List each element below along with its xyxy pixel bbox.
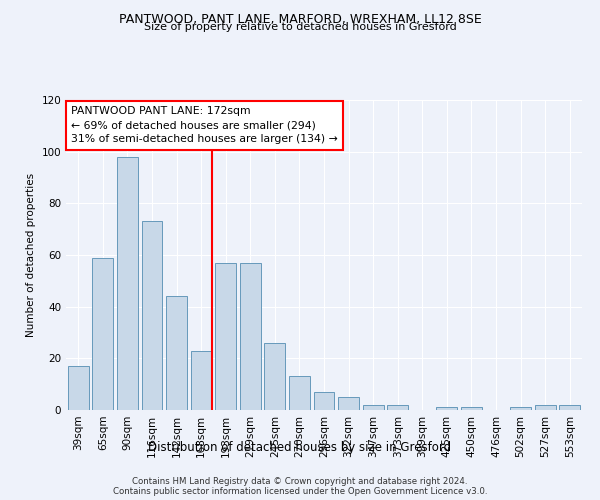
Bar	[265, 343, 286, 410]
Bar	[117, 157, 138, 410]
Bar	[338, 397, 359, 410]
Bar	[142, 222, 163, 410]
Text: PANTWOOD, PANT LANE, MARFORD, WREXHAM, LL12 8SE: PANTWOOD, PANT LANE, MARFORD, WREXHAM, L…	[119, 12, 481, 26]
Bar	[289, 376, 310, 410]
Bar	[362, 405, 383, 410]
Text: Distribution of detached houses by size in Gresford: Distribution of detached houses by size …	[148, 441, 452, 454]
Bar	[215, 263, 236, 410]
Bar	[240, 263, 261, 410]
Bar	[535, 405, 556, 410]
Bar	[510, 408, 531, 410]
Bar	[461, 408, 482, 410]
Bar	[436, 408, 457, 410]
Bar	[68, 366, 89, 410]
Bar	[191, 350, 212, 410]
Bar	[387, 405, 408, 410]
Bar	[314, 392, 334, 410]
Text: Size of property relative to detached houses in Gresford: Size of property relative to detached ho…	[143, 22, 457, 32]
Y-axis label: Number of detached properties: Number of detached properties	[26, 173, 36, 337]
Text: PANTWOOD PANT LANE: 172sqm
← 69% of detached houses are smaller (294)
31% of sem: PANTWOOD PANT LANE: 172sqm ← 69% of deta…	[71, 106, 338, 144]
Bar	[559, 405, 580, 410]
Bar	[166, 296, 187, 410]
Text: Contains HM Land Registry data © Crown copyright and database right 2024.: Contains HM Land Registry data © Crown c…	[132, 476, 468, 486]
Text: Contains public sector information licensed under the Open Government Licence v3: Contains public sector information licen…	[113, 486, 487, 496]
Bar	[92, 258, 113, 410]
